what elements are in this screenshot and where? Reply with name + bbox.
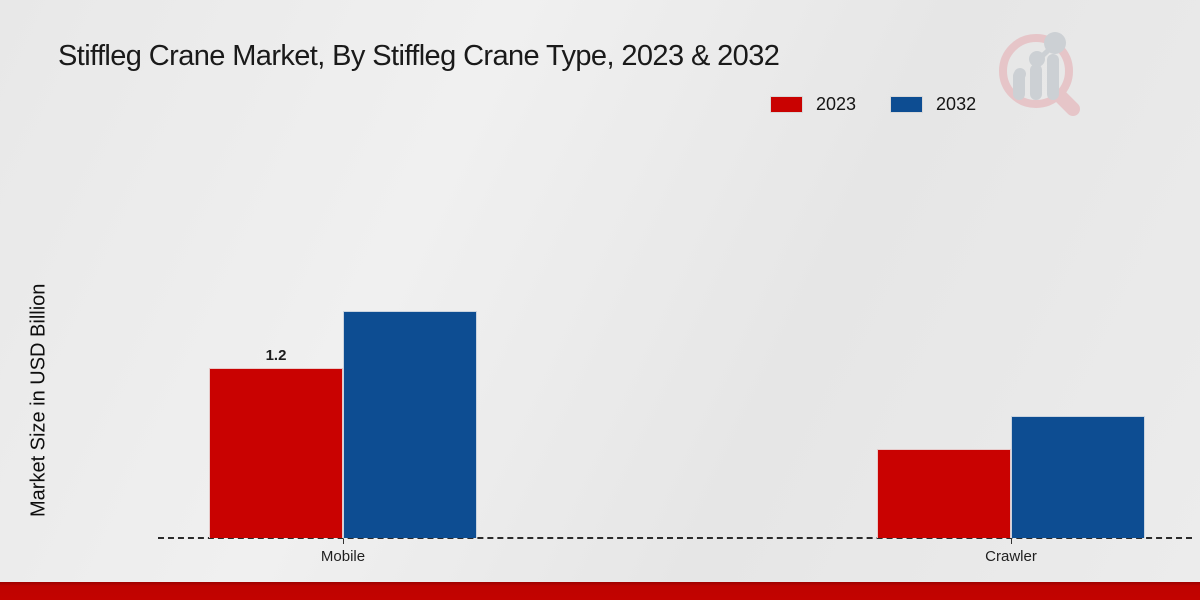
bar-value-label-2023-mobile: 1.2	[265, 347, 287, 364]
bar-2032-mobile	[343, 311, 477, 538]
footer-accent-bar	[0, 582, 1200, 600]
magnifier-chart-logo-icon	[999, 32, 1080, 116]
x-category-label-crawler: Crawler	[985, 548, 1037, 565]
legend: 2023 2032	[770, 94, 1010, 115]
legend-item-2023: 2023	[770, 94, 856, 115]
x-axis-baseline	[158, 537, 1192, 539]
x-axis-tick-mobile	[343, 539, 344, 544]
x-axis-tick-crawler	[1011, 539, 1012, 544]
bar-2032-crawler	[1011, 416, 1145, 538]
legend-item-2032: 2032	[890, 94, 976, 115]
legend-label-2023: 2023	[816, 94, 857, 114]
x-category-label-mobile: Mobile	[320, 548, 366, 565]
bar-2023-crawler	[877, 449, 1011, 538]
legend-swatch-2032	[890, 96, 924, 113]
chart-title: Stiffleg Crane Market, By Stiffleg Crane…	[58, 40, 780, 72]
legend-swatch-2023	[770, 96, 803, 113]
bar-2023-mobile	[209, 368, 343, 538]
legend-label-2032: 2032	[936, 94, 977, 114]
